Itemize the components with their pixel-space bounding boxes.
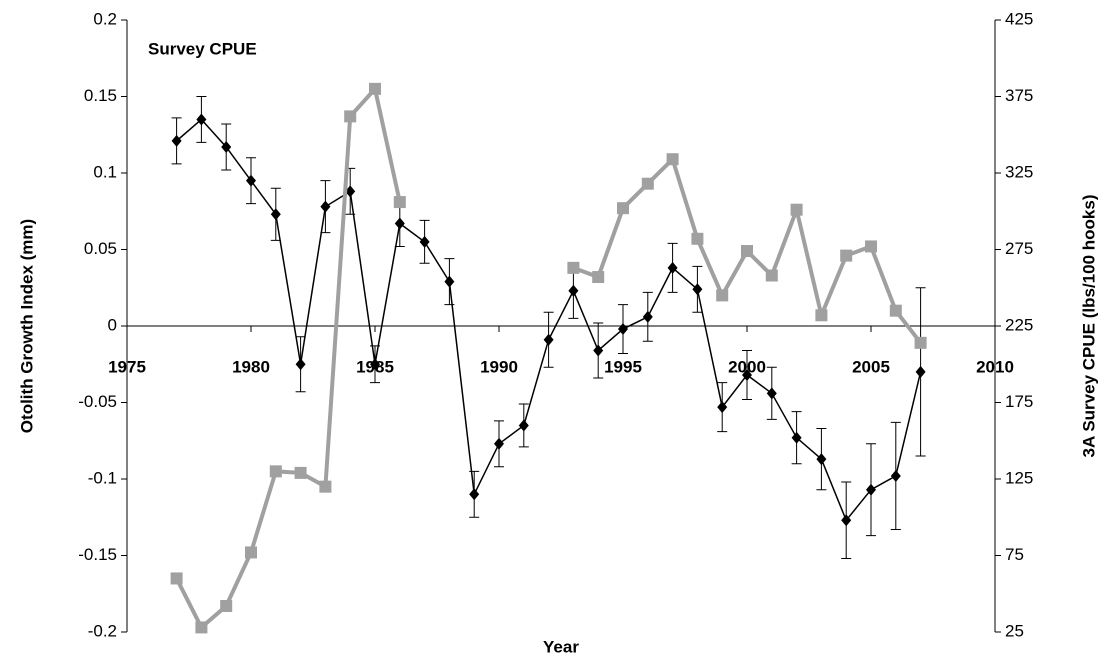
marker (246, 174, 256, 187)
marker (890, 469, 901, 482)
marker (319, 480, 332, 493)
marker (593, 344, 604, 357)
marker (295, 358, 306, 371)
marker (567, 261, 580, 274)
marker (791, 431, 802, 444)
y-tick-label: 0.1 (93, 162, 117, 181)
marker (865, 240, 877, 253)
marker (717, 401, 728, 414)
x-tick-label: 1990 (480, 357, 518, 376)
x-tick-label: 1980 (232, 357, 270, 376)
marker (692, 283, 703, 296)
y2-tick-label: 375 (1005, 86, 1033, 105)
marker (196, 113, 207, 126)
marker (195, 621, 208, 634)
marker (345, 185, 356, 198)
marker (642, 310, 653, 323)
marker (841, 514, 852, 527)
marker (866, 483, 876, 496)
y2-tick-label: 425 (1005, 9, 1033, 28)
marker (915, 365, 926, 378)
y-tick-label: -0.1 (88, 468, 117, 487)
marker (716, 289, 729, 302)
marker (592, 271, 605, 284)
y2-axis-title: 3A Survey CPUE (lbs/100 hooks) (1079, 195, 1098, 458)
marker (691, 232, 704, 245)
x-tick-label: 1995 (604, 357, 642, 376)
marker (741, 245, 753, 258)
y2-tick-label: 275 (1005, 239, 1033, 258)
y-tick-label: 0.15 (84, 86, 117, 105)
series-line (174, 84, 402, 631)
marker (220, 599, 233, 612)
marker (393, 196, 406, 209)
marker (171, 134, 182, 147)
marker (790, 203, 803, 216)
marker (889, 304, 902, 317)
marker (914, 336, 927, 349)
marker (543, 333, 554, 346)
marker (419, 235, 430, 248)
y-tick-label: -0.05 (78, 392, 117, 411)
marker (270, 208, 281, 221)
y2-tick-label: 75 (1005, 545, 1024, 564)
x-tick-label: 2005 (852, 357, 890, 376)
marker (369, 82, 381, 95)
x-tick-label: 2010 (976, 357, 1014, 376)
marker (617, 202, 629, 215)
marker (444, 275, 455, 288)
y-tick-label: 0 (108, 315, 117, 334)
marker (221, 140, 232, 153)
marker (641, 177, 654, 190)
y-tick-label: -0.2 (88, 621, 117, 640)
marker (667, 261, 678, 274)
marker (294, 466, 307, 479)
marker (815, 309, 828, 322)
marker (245, 546, 257, 559)
y-tick-label: 0.2 (93, 9, 117, 28)
y2-tick-label: 175 (1005, 392, 1033, 411)
annotation: Survey CPUE (148, 39, 257, 58)
marker (816, 453, 827, 466)
marker (666, 153, 679, 166)
marker (765, 269, 778, 282)
marker (568, 284, 579, 297)
x-axis-title: Year (543, 637, 579, 656)
marker (469, 488, 480, 501)
y2-tick-label: 225 (1005, 315, 1033, 334)
marker (344, 110, 357, 123)
marker (394, 217, 405, 230)
marker (494, 437, 504, 450)
marker (766, 387, 777, 400)
y2-tick-label: 325 (1005, 162, 1033, 181)
marker (742, 368, 752, 381)
marker (840, 249, 853, 262)
marker (618, 323, 628, 336)
marker (518, 419, 529, 432)
marker (269, 465, 282, 478)
marker (320, 200, 331, 213)
marker (370, 358, 380, 371)
y2-tick-label: 125 (1005, 468, 1033, 487)
y-axis-title: Otolith Growth Index (mm) (17, 219, 36, 433)
y-tick-label: -0.15 (78, 545, 117, 564)
x-tick-label: 1975 (108, 357, 146, 376)
y2-tick-label: 25 (1005, 621, 1024, 640)
y-tick-label: 0.05 (84, 239, 117, 258)
marker (170, 572, 183, 585)
